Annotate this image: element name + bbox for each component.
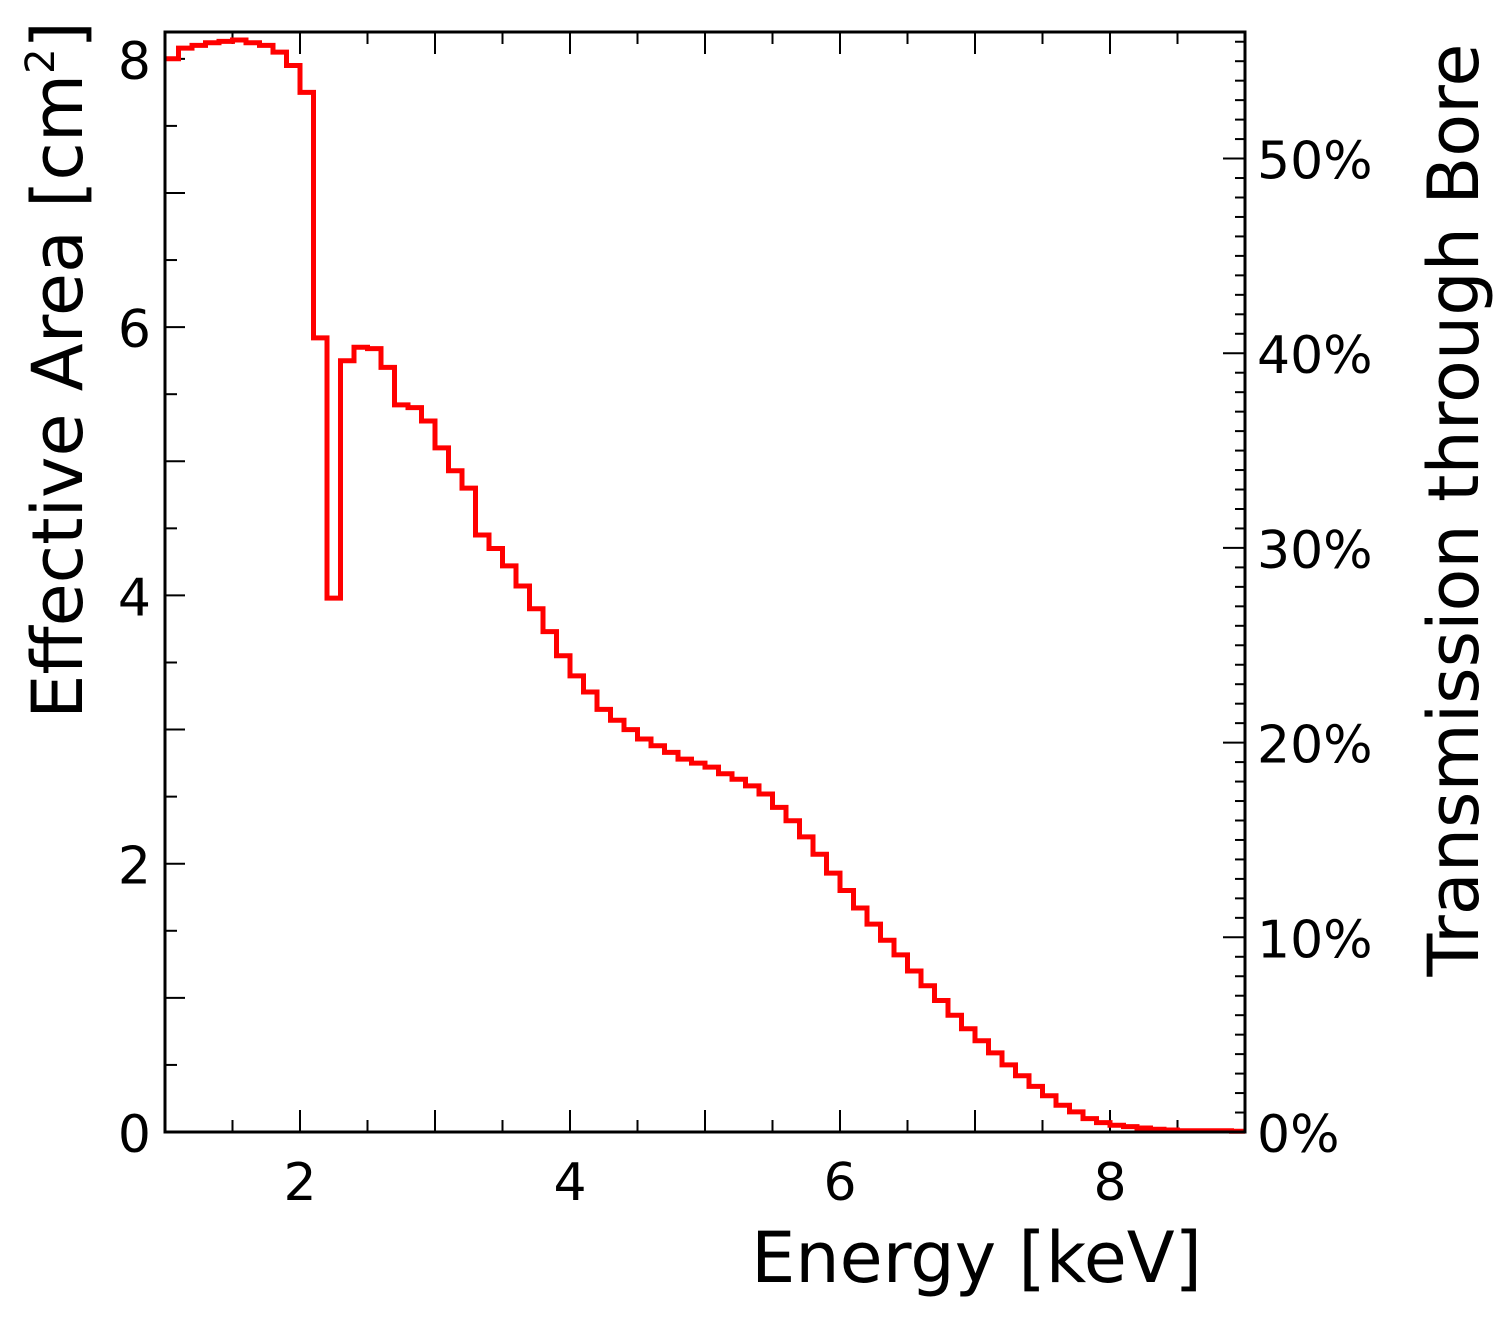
y-tick-label: 6 (118, 300, 151, 360)
x-axis-title: Energy [keV] (751, 1217, 1202, 1299)
y-axis-title-end: ] (17, 21, 99, 48)
y-axis-title-main: Effective Area [cm (17, 74, 99, 719)
y-tick-label: 2 (118, 837, 151, 897)
plot-frame (163, 30, 1247, 1134)
x-tick-label: 8 (1093, 1153, 1126, 1213)
y2-tick-label: 40% (1257, 326, 1373, 386)
y2-tick-label: 0% (1257, 1105, 1340, 1165)
y-tick-label: 4 (118, 568, 151, 628)
y-tick-label: 0 (118, 1105, 151, 1165)
x-tick-label: 4 (553, 1153, 586, 1213)
y2-tick-label: 20% (1257, 716, 1373, 776)
y-axis-title-superscript: 2 (18, 48, 64, 73)
y2-tick-label: 50% (1257, 132, 1373, 192)
series-step-line (165, 37, 1245, 1134)
axis-ticks (165, 32, 1245, 1132)
y-tick-label: 8 (118, 32, 151, 92)
x-tick-label: 6 (823, 1153, 856, 1213)
y-axis-title: Effective Area [cm2] (17, 21, 99, 719)
tick-labels: 2 4 6 8 0 2 4 6 8 0% 10% 20% 30% 40% 50% (118, 32, 1373, 1213)
x-tick-label: 2 (283, 1153, 316, 1213)
y2-tick-label: 10% (1257, 910, 1373, 970)
secondary-y-axis-title: Transmission through Bore (1413, 44, 1495, 978)
series-layer (165, 37, 1245, 1134)
y2-tick-label: 30% (1257, 521, 1373, 581)
